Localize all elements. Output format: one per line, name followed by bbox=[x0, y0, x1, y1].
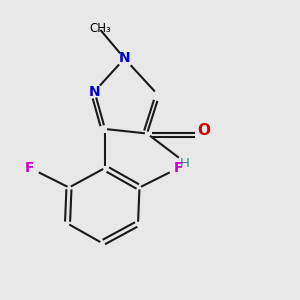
Text: N: N bbox=[89, 85, 100, 98]
Text: F: F bbox=[25, 161, 35, 175]
Text: N: N bbox=[119, 52, 130, 65]
Text: CH₃: CH₃ bbox=[90, 22, 111, 35]
Text: F: F bbox=[174, 161, 183, 175]
Text: O: O bbox=[197, 123, 211, 138]
Text: H: H bbox=[180, 157, 189, 170]
